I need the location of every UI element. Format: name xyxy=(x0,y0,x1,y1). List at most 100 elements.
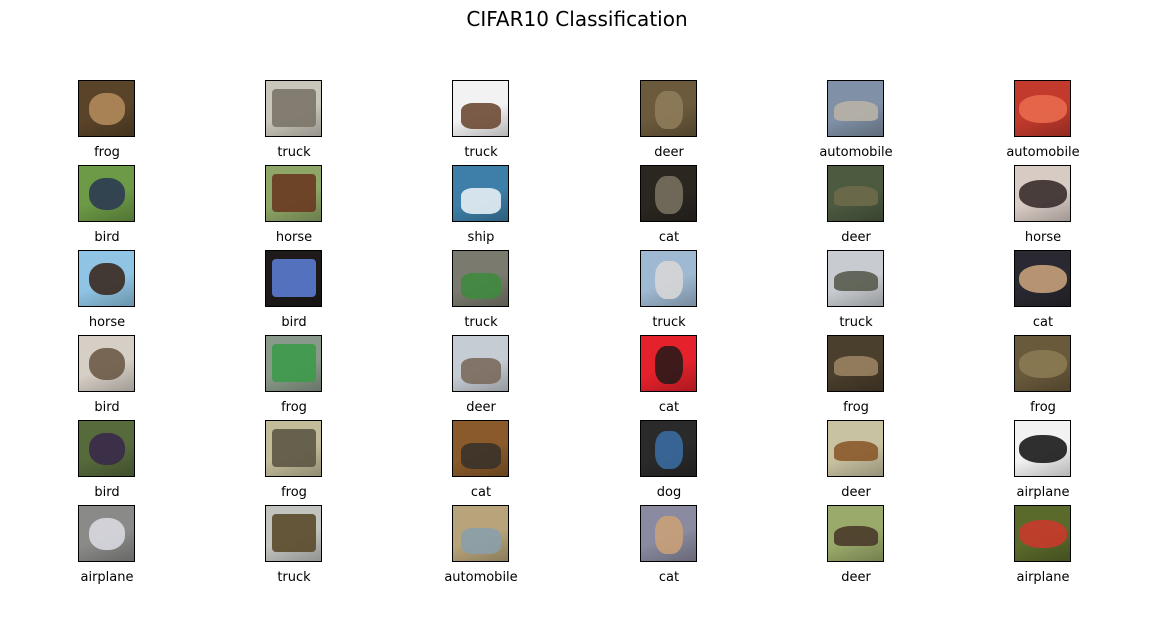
image-cell: deer xyxy=(599,80,739,164)
image-cell: cat xyxy=(599,165,739,249)
image-cell: truck xyxy=(224,80,364,164)
image-label: automobile xyxy=(1006,145,1080,160)
image-thumbnail xyxy=(265,250,322,307)
image-cell: deer xyxy=(786,505,926,589)
image-background xyxy=(641,421,696,476)
image-thumbnail xyxy=(1014,505,1071,562)
image-thumbnail xyxy=(1014,80,1071,137)
image-subject xyxy=(655,516,683,554)
image-label: airplane xyxy=(1016,485,1070,500)
image-thumbnail xyxy=(452,420,509,477)
image-cell: frog xyxy=(224,420,364,504)
image-thumbnail xyxy=(827,165,884,222)
image-subject xyxy=(272,259,316,297)
image-thumbnail xyxy=(78,80,135,137)
image-subject xyxy=(89,178,125,210)
image-thumbnail xyxy=(452,505,509,562)
image-cell: deer xyxy=(411,335,551,419)
image-subject xyxy=(89,263,125,295)
image-cell: automobile xyxy=(786,80,926,164)
image-label: truck xyxy=(839,315,873,330)
image-subject xyxy=(1019,180,1067,208)
image-cell: truck xyxy=(786,250,926,334)
image-thumbnail xyxy=(265,165,322,222)
image-cell: cat xyxy=(411,420,551,504)
image-label: cat xyxy=(658,570,680,585)
image-thumbnail xyxy=(78,165,135,222)
image-cell: airplane xyxy=(973,505,1113,589)
image-subject xyxy=(834,186,878,206)
image-subject xyxy=(655,346,683,384)
image-label: bird xyxy=(94,400,120,415)
image-cell: automobile xyxy=(411,505,551,589)
image-thumbnail xyxy=(640,335,697,392)
image-subject xyxy=(272,89,316,127)
image-label: cat xyxy=(1032,315,1054,330)
image-thumbnail xyxy=(1014,335,1071,392)
image-cell: bird xyxy=(37,335,177,419)
image-label: truck xyxy=(464,315,498,330)
image-cell: bird xyxy=(37,420,177,504)
image-thumbnail xyxy=(265,335,322,392)
image-thumbnail xyxy=(640,505,697,562)
image-label: cat xyxy=(470,485,492,500)
image-cell: frog xyxy=(224,335,364,419)
image-label: automobile xyxy=(444,570,518,585)
image-cell: horse xyxy=(224,165,364,249)
image-thumbnail xyxy=(1014,165,1071,222)
image-thumbnail xyxy=(78,505,135,562)
image-subject xyxy=(272,344,316,382)
image-subject xyxy=(89,93,125,125)
image-label: deer xyxy=(654,145,684,160)
image-subject xyxy=(834,356,878,376)
image-thumbnail xyxy=(452,80,509,137)
image-thumbnail xyxy=(827,250,884,307)
image-cell: bird xyxy=(37,165,177,249)
image-label: dog xyxy=(656,485,682,500)
image-thumbnail xyxy=(452,250,509,307)
image-label: bird xyxy=(94,230,120,245)
image-cell: cat xyxy=(599,335,739,419)
image-label: truck xyxy=(652,315,686,330)
image-cell: airplane xyxy=(37,505,177,589)
image-subject xyxy=(1019,350,1067,378)
image-cell: truck xyxy=(411,250,551,334)
image-subject xyxy=(461,103,501,129)
image-cell: truck xyxy=(224,505,364,589)
image-cell: deer xyxy=(786,165,926,249)
image-label: airplane xyxy=(80,570,134,585)
image-subject xyxy=(1019,435,1067,463)
image-thumbnail xyxy=(640,165,697,222)
image-cell: cat xyxy=(599,505,739,589)
image-thumbnail xyxy=(640,250,697,307)
image-label: truck xyxy=(277,145,311,160)
image-cell: frog xyxy=(786,335,926,419)
image-cell: horse xyxy=(973,165,1113,249)
image-cell: ship xyxy=(411,165,551,249)
image-subject xyxy=(1019,520,1067,548)
image-subject xyxy=(461,358,501,384)
image-label: horse xyxy=(88,315,126,330)
image-label: deer xyxy=(841,570,871,585)
image-thumbnail xyxy=(452,165,509,222)
image-subject xyxy=(834,441,878,461)
image-thumbnail xyxy=(827,80,884,137)
image-cell: truck xyxy=(599,250,739,334)
figure-title: CIFAR10 Classification xyxy=(466,7,688,31)
image-label: frog xyxy=(281,485,307,500)
image-subject xyxy=(834,101,878,121)
image-subject xyxy=(89,433,125,465)
image-thumbnail xyxy=(640,420,697,477)
image-label: automobile xyxy=(819,145,893,160)
image-thumbnail xyxy=(265,420,322,477)
image-subject xyxy=(655,176,683,214)
image-label: cat xyxy=(658,230,680,245)
image-label: bird xyxy=(94,485,120,500)
image-cell: frog xyxy=(973,335,1113,419)
image-thumbnail xyxy=(827,335,884,392)
image-thumbnail xyxy=(1014,420,1071,477)
image-thumbnail xyxy=(78,335,135,392)
image-cell: automobile xyxy=(973,80,1113,164)
image-label: bird xyxy=(281,315,307,330)
image-subject xyxy=(1019,95,1067,123)
